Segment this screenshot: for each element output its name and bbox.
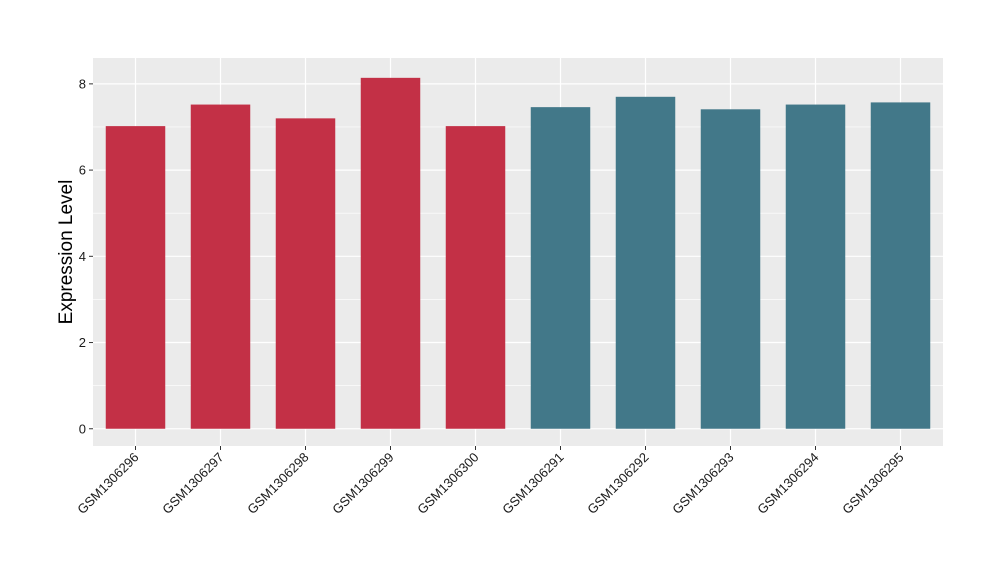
x-axis: GSM1306296 GSM1306297 GSM1306298 GSM1306299… — [74, 446, 907, 517]
bar — [190, 104, 251, 429]
y-axis: 0 2 4 6 8 — [79, 76, 93, 436]
x-tick-label: GSM1306291 — [499, 450, 566, 517]
x-tick-label: GSM1306296 — [74, 450, 141, 517]
x-tick-label: GSM1306292 — [584, 450, 651, 517]
bar — [275, 118, 336, 429]
x-tick-label: GSM1306300 — [414, 450, 481, 517]
bar — [870, 102, 931, 429]
bar — [785, 104, 846, 429]
bar — [445, 126, 506, 429]
x-tick-label: GSM1306299 — [329, 450, 396, 517]
bar — [360, 77, 421, 429]
x-tick-label: GSM1306298 — [244, 450, 311, 517]
x-tick-label: GSM1306293 — [669, 450, 736, 517]
y-axis-title: Expression Level — [56, 180, 77, 325]
bar — [105, 126, 166, 429]
x-tick-label: GSM1306297 — [159, 450, 226, 517]
x-tick-label: GSM1306295 — [839, 450, 906, 517]
y-tick-label: 8 — [79, 76, 86, 91]
bars — [105, 77, 931, 429]
y-tick-label: 2 — [79, 335, 86, 350]
y-tick-label: 6 — [79, 163, 86, 178]
y-tick-label: 4 — [79, 249, 86, 264]
bar — [530, 107, 591, 429]
bar — [615, 96, 676, 429]
bar — [700, 109, 761, 429]
y-tick-label: 0 — [79, 421, 86, 436]
x-tick-label: GSM1306294 — [754, 450, 821, 517]
